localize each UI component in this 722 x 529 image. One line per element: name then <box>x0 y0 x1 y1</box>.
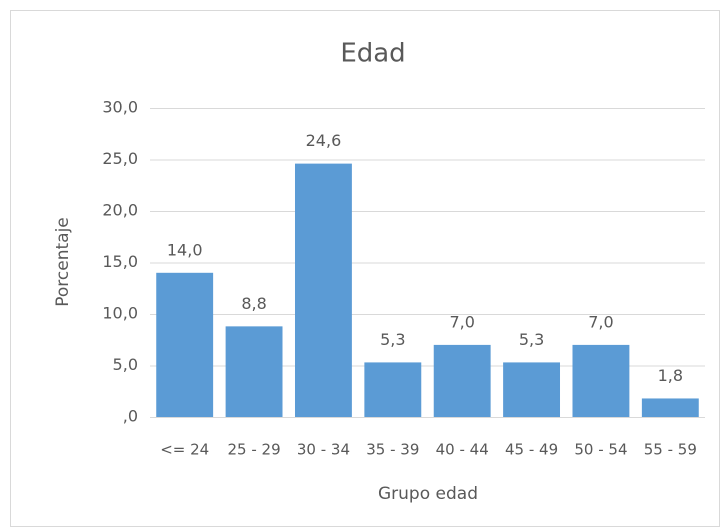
y-tick-label: 10,0 <box>102 304 138 323</box>
bar <box>433 344 491 417</box>
data-label: 5,3 <box>380 330 405 349</box>
data-label: 14,0 <box>167 240 203 259</box>
bar <box>294 163 352 417</box>
data-label: 1,8 <box>658 366 683 385</box>
data-label: 8,8 <box>241 294 266 313</box>
bar <box>503 362 561 417</box>
bar <box>641 398 699 417</box>
chart-title: Edad <box>340 39 405 69</box>
y-tick-label: 15,0 <box>102 252 138 271</box>
x-tick-label: 40 - 44 <box>436 441 489 459</box>
x-tick-label: <= 24 <box>160 441 209 459</box>
y-tick-label: 20,0 <box>102 201 138 220</box>
data-label: 24,6 <box>306 131 342 150</box>
bar <box>364 362 422 417</box>
x-axis-title: Grupo edad <box>378 484 478 504</box>
chart-border <box>10 10 720 527</box>
y-tick-label: 30,0 <box>102 98 138 117</box>
bar <box>156 272 214 417</box>
data-label: 7,0 <box>588 312 613 331</box>
bar <box>572 344 630 417</box>
x-tick-label: 35 - 39 <box>366 441 419 459</box>
x-tick-label: 45 - 49 <box>505 441 558 459</box>
y-tick-label: 5,0 <box>113 355 138 374</box>
x-tick-label: 25 - 29 <box>228 441 281 459</box>
y-tick-label: ,0 <box>123 407 138 426</box>
y-tick-label: 25,0 <box>102 149 138 168</box>
y-axis-title: Porcentaje <box>53 217 73 307</box>
data-label: 5,3 <box>519 330 544 349</box>
x-tick-label: 50 - 54 <box>574 441 627 459</box>
x-tick-label: 55 - 59 <box>644 441 697 459</box>
bar <box>225 326 283 417</box>
data-label: 7,0 <box>449 312 474 331</box>
x-tick-label: 30 - 34 <box>297 441 350 459</box>
